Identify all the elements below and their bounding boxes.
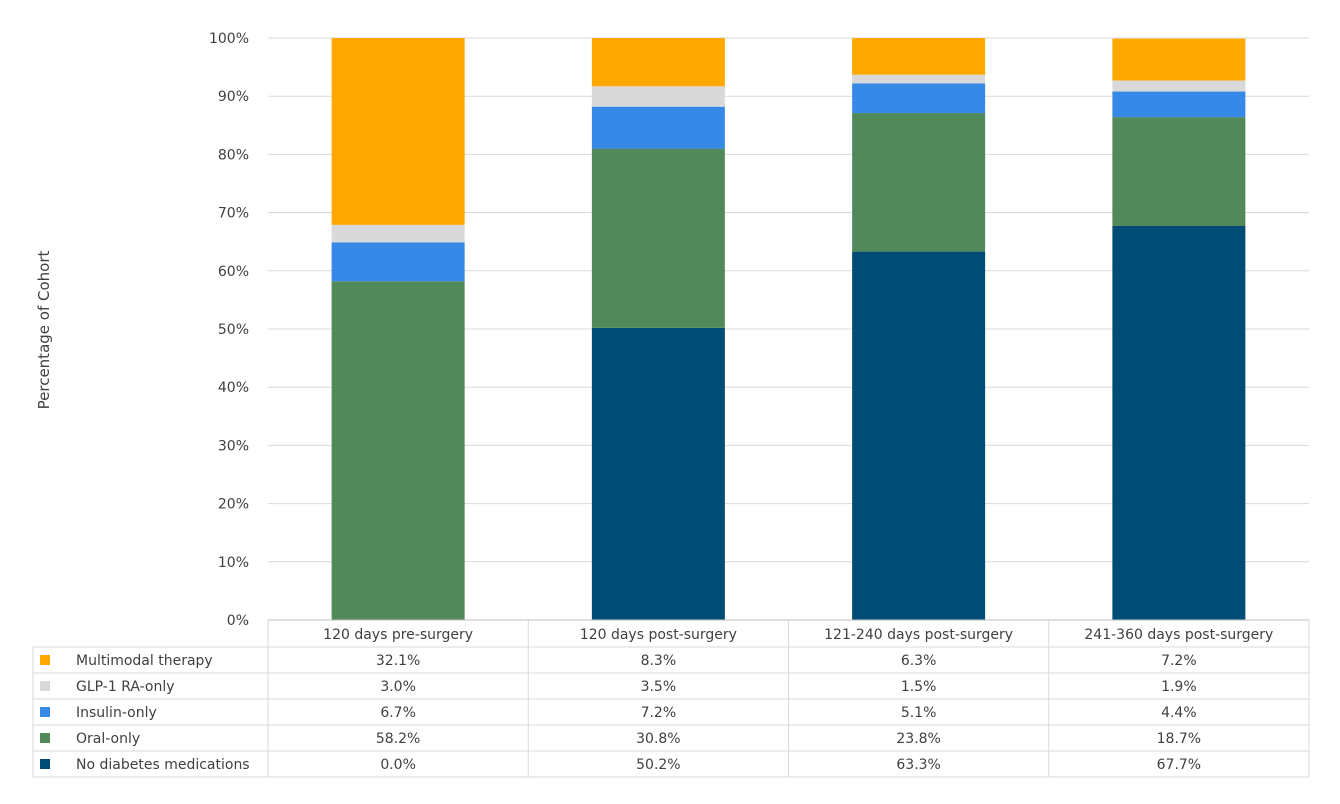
data-label: 23.8% xyxy=(896,731,940,747)
data-label: 30.8% xyxy=(636,731,680,747)
legend-label: Insulin-only xyxy=(76,705,157,721)
bar-segment xyxy=(591,86,725,107)
y-tick-label: 80% xyxy=(218,147,249,163)
y-tick-label: 0% xyxy=(227,613,249,629)
data-label: 1.9% xyxy=(1161,679,1197,695)
x-category-label: 120 days pre-surgery xyxy=(323,627,473,643)
data-label: 8.3% xyxy=(641,653,677,669)
legend-key xyxy=(40,759,50,769)
bar-segment xyxy=(331,242,465,282)
legend-key xyxy=(40,733,50,743)
bar-segment xyxy=(852,38,986,75)
data-label: 5.1% xyxy=(901,705,937,721)
y-tick-label: 60% xyxy=(218,264,249,280)
data-label: 1.5% xyxy=(901,679,937,695)
data-label: 58.2% xyxy=(376,731,420,747)
legend-label: Oral-only xyxy=(76,731,140,747)
data-label: 7.2% xyxy=(641,705,677,721)
y-tick-label: 10% xyxy=(218,555,249,571)
bar-segment xyxy=(591,148,725,328)
y-tick-label: 30% xyxy=(218,438,249,454)
data-label: 18.7% xyxy=(1157,731,1201,747)
data-label: 67.7% xyxy=(1157,757,1201,773)
y-tick-label: 90% xyxy=(218,89,249,105)
bar-segment xyxy=(331,38,465,225)
bar-segment xyxy=(591,38,725,87)
legend-key xyxy=(40,707,50,717)
legend-key xyxy=(40,655,50,665)
legend-label: GLP-1 RA-only xyxy=(76,679,175,695)
data-label: 7.2% xyxy=(1161,653,1197,669)
data-label: 4.4% xyxy=(1161,705,1197,721)
y-tick-label: 40% xyxy=(218,380,249,396)
bar-segment xyxy=(852,113,986,252)
y-tick-label: 70% xyxy=(218,206,249,222)
bar-segment xyxy=(1112,117,1246,226)
x-category-label: 121-240 days post-surgery xyxy=(824,627,1013,643)
bar-segment xyxy=(1112,38,1246,81)
bar-segment xyxy=(852,251,986,620)
bar-segment xyxy=(1112,91,1246,118)
bar-segment xyxy=(1112,225,1246,620)
data-label: 6.7% xyxy=(380,705,416,721)
bar-segment xyxy=(1112,80,1246,92)
bar-segment xyxy=(591,106,725,149)
data-label: 3.5% xyxy=(641,679,677,695)
y-axis-label: Percentage of Cohort xyxy=(35,251,53,410)
legend-label: No diabetes medications xyxy=(76,757,250,773)
y-tick-label: 50% xyxy=(218,322,249,338)
bar-segment xyxy=(591,327,725,620)
legend-key xyxy=(40,681,50,691)
bar-segment xyxy=(331,281,465,620)
bar-segment xyxy=(331,224,465,243)
data-label: 3.0% xyxy=(380,679,416,695)
data-label: 63.3% xyxy=(896,757,940,773)
data-label: 32.1% xyxy=(376,653,420,669)
y-tick-label: 20% xyxy=(218,497,249,513)
data-label: 50.2% xyxy=(636,757,680,773)
data-label: 6.3% xyxy=(901,653,937,669)
bar-segment xyxy=(852,83,986,114)
x-category-label: 241-360 days post-surgery xyxy=(1084,627,1273,643)
bar-segment xyxy=(852,74,986,84)
legend-label: Multimodal therapy xyxy=(76,653,213,669)
data-label: 0.0% xyxy=(380,757,416,773)
y-tick-label: 100% xyxy=(209,31,249,47)
x-category-label: 120 days post-surgery xyxy=(580,627,737,643)
